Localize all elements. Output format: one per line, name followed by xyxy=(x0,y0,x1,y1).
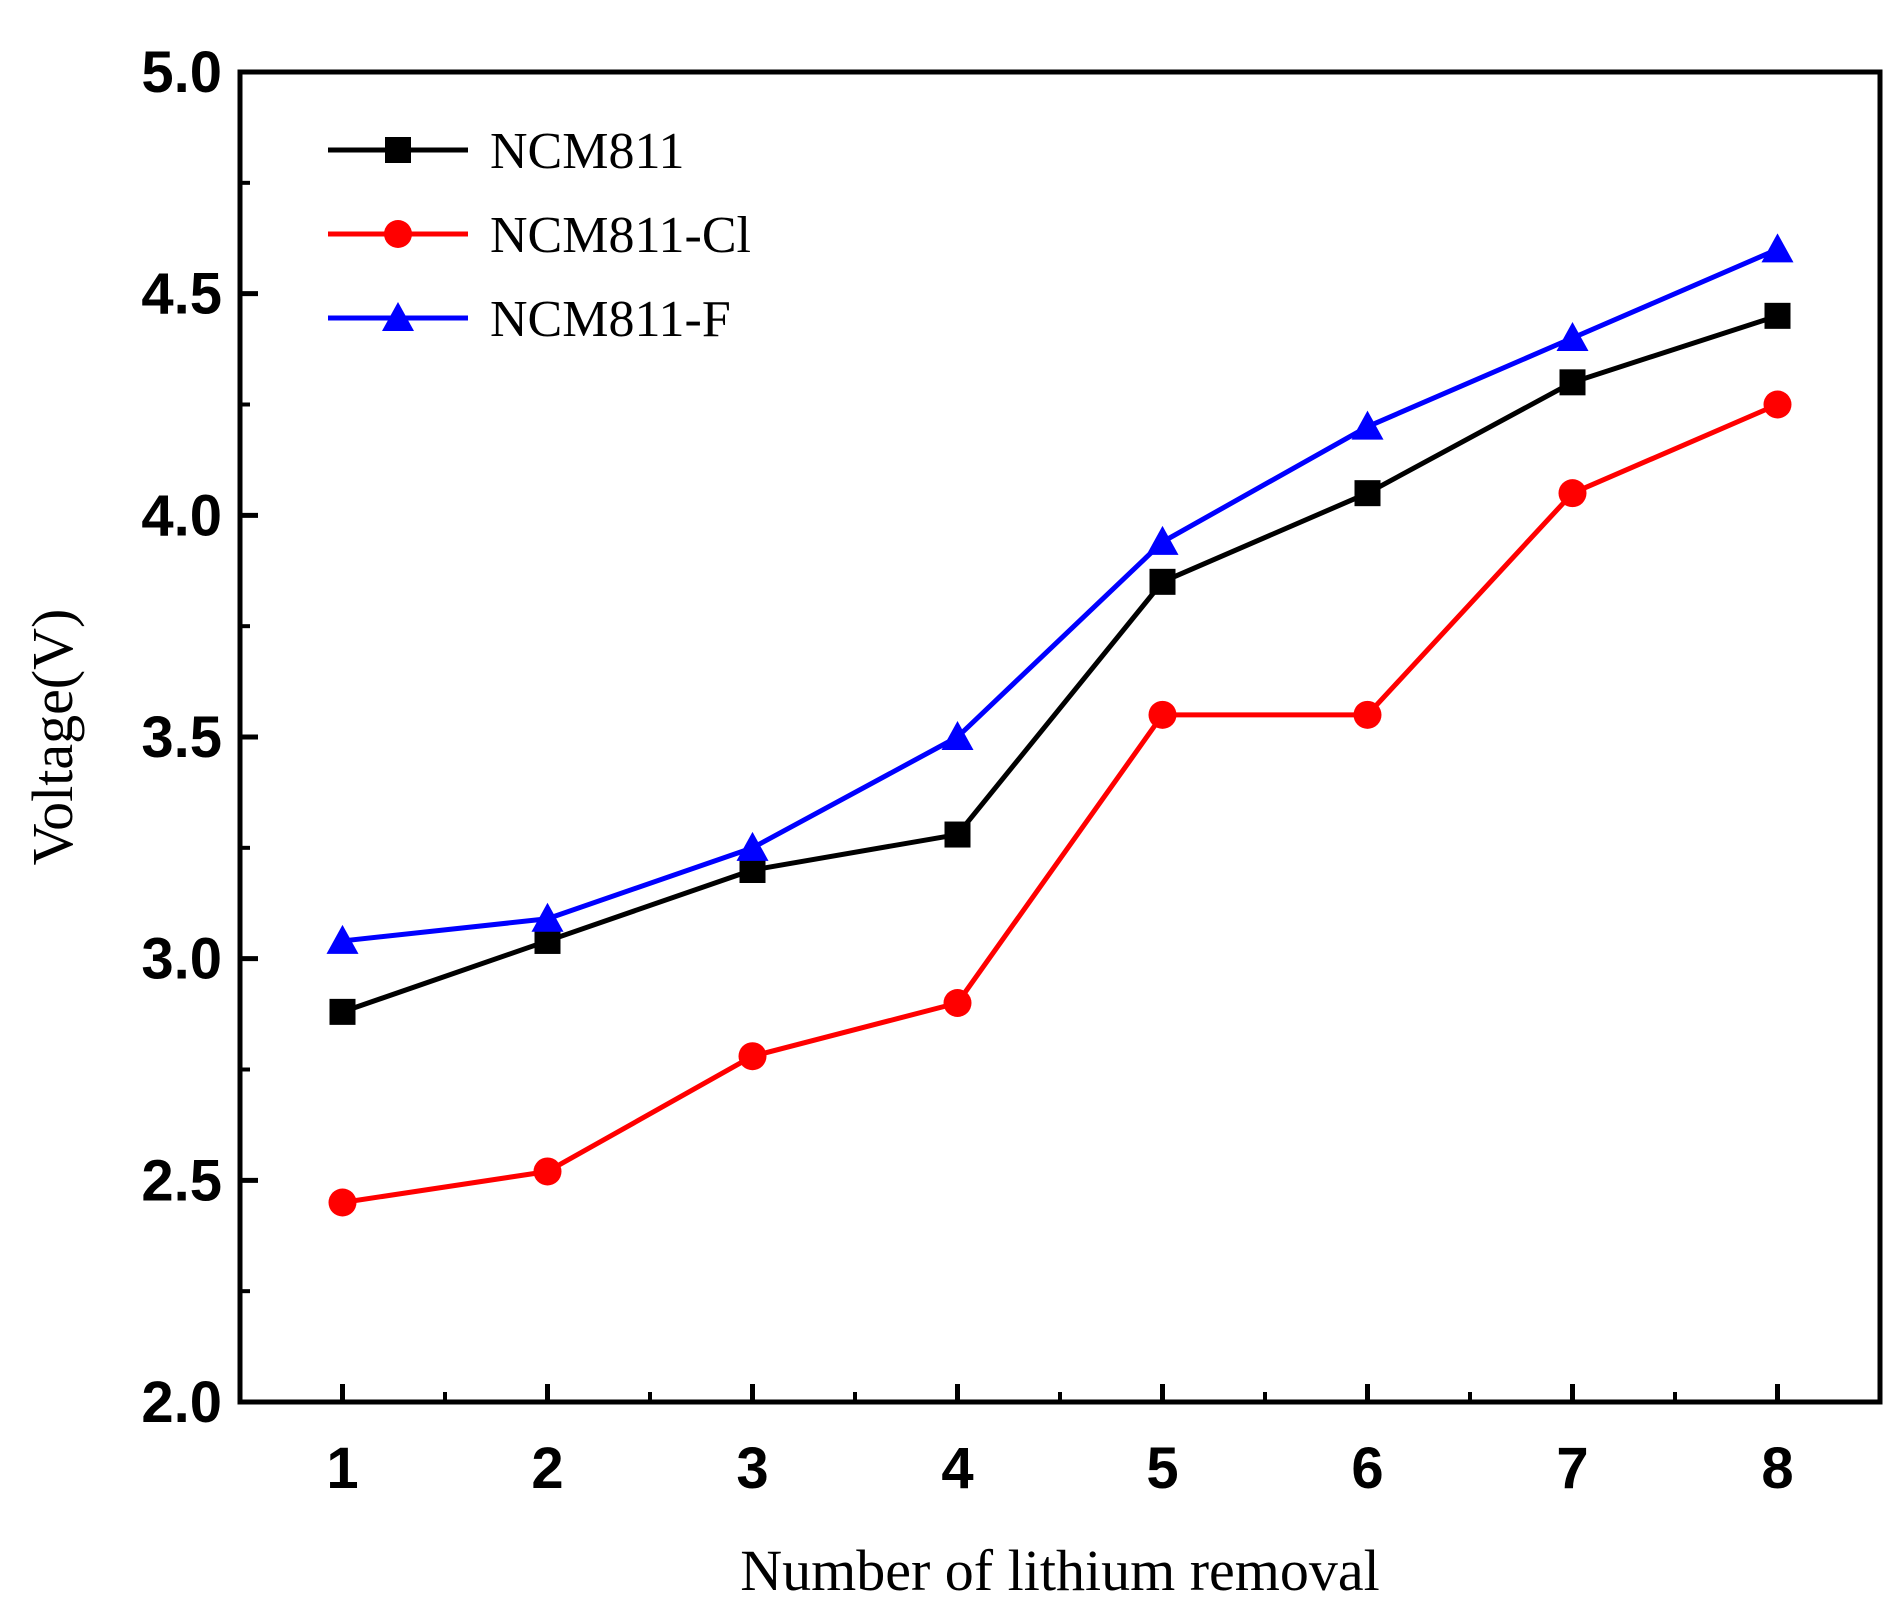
legend-item-ncm811: NCM811 xyxy=(328,123,685,180)
data-point-ncm811 xyxy=(1559,369,1586,396)
data-point-ncm811 xyxy=(1354,480,1381,507)
x-axis-title: Number of lithium removal xyxy=(740,1538,1379,1603)
y-tick-label: 2.5 xyxy=(141,1148,222,1213)
x-tick-label: 3 xyxy=(736,1436,768,1501)
data-point-ncm811 xyxy=(944,821,971,848)
data-point-ncm811-f xyxy=(1146,525,1179,555)
legend-label-ncm811-f: NCM811-F xyxy=(490,291,731,348)
legend-label-ncm811: NCM811 xyxy=(490,123,685,180)
series-ncm811-f xyxy=(326,233,1794,954)
legend-label-ncm811-cl: NCM811-Cl xyxy=(490,207,751,264)
data-point-ncm811 xyxy=(1149,568,1176,595)
data-point-ncm811-f xyxy=(1351,410,1384,440)
y-tick-label: 4.5 xyxy=(141,262,222,327)
data-point-ncm811-f xyxy=(736,831,769,861)
data-point-ncm811-cl xyxy=(1148,700,1177,729)
y-tick-labels: 2.0 2.5 3.0 3.5 4.0 4.5 5.0 xyxy=(141,40,222,1435)
x-tick-label: 6 xyxy=(1351,1436,1383,1501)
data-point-ncm811-f xyxy=(531,902,564,932)
x-tick-labels: 1 2 3 4 5 6 7 8 xyxy=(326,1436,1793,1501)
series-ncm811 xyxy=(329,302,1791,1025)
legend-marker-ncm811-f xyxy=(382,302,414,331)
x-tick-label: 2 xyxy=(531,1436,563,1501)
y-tick-label: 5.0 xyxy=(141,40,222,105)
legend-item-ncm811-f: NCM811-F xyxy=(328,291,731,348)
data-point-ncm811-f xyxy=(1556,322,1589,351)
x-tick-label: 7 xyxy=(1556,1436,1588,1501)
y-tick-label: 2.0 xyxy=(141,1370,222,1435)
x-tick-label: 1 xyxy=(326,1436,358,1501)
legend-marker-ncm811 xyxy=(385,137,411,163)
data-point-ncm811-cl xyxy=(1763,390,1792,419)
legend: NCM811 NCM811-Cl NCM811-F xyxy=(328,123,751,348)
data-point-ncm811-cl xyxy=(328,1188,357,1217)
data-point-ncm811-cl xyxy=(1558,479,1587,508)
data-point-ncm811 xyxy=(1764,302,1791,329)
y-tick-label: 4.0 xyxy=(141,483,222,548)
series-layer xyxy=(326,233,1794,1217)
plot-frame xyxy=(237,69,1883,1405)
data-point-ncm811 xyxy=(534,927,561,954)
y-tick-label: 3.0 xyxy=(141,927,222,992)
series-line-ncm811 xyxy=(341,313,1779,1015)
data-point-ncm811 xyxy=(739,857,766,883)
data-point-ncm811 xyxy=(329,998,356,1025)
y-tick-label: 3.5 xyxy=(141,705,222,770)
data-point-ncm811-f xyxy=(326,924,359,954)
data-point-ncm811-f xyxy=(1761,233,1794,263)
series-line-ncm811-cl xyxy=(342,402,1779,1205)
legend-item-ncm811-cl: NCM811-Cl xyxy=(328,207,751,264)
y-axis-title: Voltage(V) xyxy=(20,609,85,866)
x-tick-label: 8 xyxy=(1761,1436,1793,1501)
axis-ticks xyxy=(240,69,1780,1405)
data-point-ncm811-cl xyxy=(943,989,972,1017)
legend-marker-ncm811-cl xyxy=(384,220,412,248)
series-ncm811-cl xyxy=(328,390,1792,1217)
data-point-ncm811-cl xyxy=(1353,700,1382,729)
data-point-ncm811-cl xyxy=(738,1042,767,1071)
data-point-ncm811-f xyxy=(941,721,974,750)
data-point-ncm811-cl xyxy=(533,1157,562,1186)
x-tick-label: 5 xyxy=(1146,1436,1178,1501)
x-tick-label: 4 xyxy=(941,1436,973,1501)
series-line-ncm811-f xyxy=(342,247,1779,944)
